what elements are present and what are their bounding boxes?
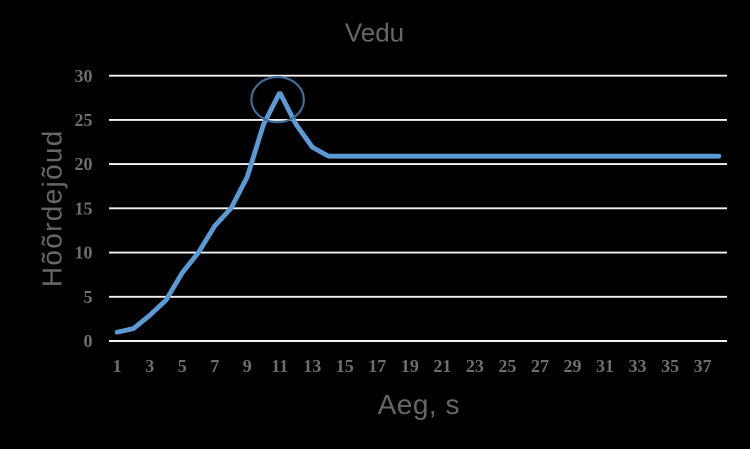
svg-text:19: 19 — [401, 356, 419, 376]
svg-text:Hõõrdejõud: Hõõrdejõud — [37, 129, 68, 287]
svg-text:5: 5 — [178, 356, 187, 376]
svg-text:13: 13 — [303, 356, 321, 376]
svg-text:25: 25 — [75, 110, 93, 130]
svg-text:15: 15 — [336, 356, 354, 376]
svg-text:9: 9 — [243, 356, 252, 376]
svg-text:0: 0 — [84, 331, 93, 351]
svg-text:29: 29 — [564, 356, 582, 376]
svg-text:Aeg, s: Aeg, s — [378, 389, 460, 420]
svg-text:Vedu: Vedu — [345, 18, 404, 48]
svg-text:30: 30 — [75, 66, 93, 86]
svg-text:37: 37 — [694, 356, 712, 376]
svg-text:5: 5 — [84, 287, 93, 307]
svg-text:21: 21 — [433, 356, 451, 376]
svg-text:27: 27 — [531, 356, 549, 376]
svg-text:15: 15 — [75, 198, 93, 218]
svg-text:23: 23 — [466, 356, 484, 376]
svg-text:35: 35 — [661, 356, 679, 376]
svg-text:3: 3 — [145, 356, 154, 376]
svg-text:33: 33 — [629, 356, 647, 376]
svg-text:25: 25 — [498, 356, 516, 376]
svg-text:31: 31 — [596, 356, 614, 376]
svg-text:11: 11 — [271, 356, 288, 376]
svg-text:17: 17 — [368, 356, 386, 376]
svg-text:10: 10 — [75, 243, 93, 263]
svg-text:20: 20 — [75, 154, 93, 174]
svg-text:1: 1 — [113, 356, 122, 376]
svg-text:7: 7 — [210, 356, 219, 376]
